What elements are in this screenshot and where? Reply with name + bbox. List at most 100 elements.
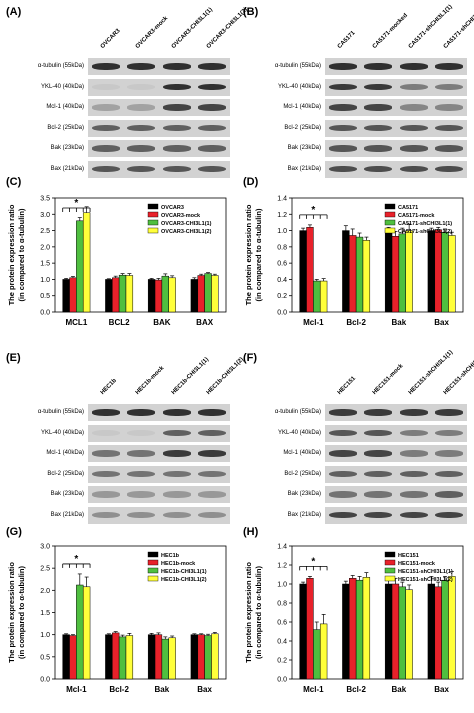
blot-band <box>364 104 393 111</box>
blot-band <box>91 104 120 111</box>
blot-band <box>399 470 428 478</box>
blot-band <box>198 83 227 91</box>
x-tick-label: Bax <box>434 318 449 327</box>
legend-swatch <box>384 567 396 574</box>
blot-band <box>198 63 227 70</box>
blot-band <box>399 491 428 498</box>
legend-swatch <box>147 211 159 218</box>
blot-band <box>435 491 464 498</box>
bar <box>391 236 400 313</box>
blot-band <box>198 409 227 416</box>
blot-band <box>91 63 120 70</box>
legend-label: OVCAR3 <box>161 205 184 211</box>
bar <box>398 233 406 313</box>
blot-band <box>435 450 464 457</box>
y-tick-label: 1.5 <box>40 610 50 617</box>
bar <box>355 236 364 313</box>
lane-label: HEC151 <box>336 375 357 396</box>
blot-band <box>364 83 393 91</box>
bar <box>319 280 328 313</box>
panel-label-c: (C) <box>6 176 22 188</box>
bar <box>118 636 127 680</box>
significance-star: * <box>74 554 78 565</box>
panel-label-a: (A) <box>6 6 22 18</box>
legend-label: HEC1b-mock <box>161 561 196 567</box>
blot-row-label: Mcl-1 (40kDa) <box>46 104 84 110</box>
blot-band <box>162 429 191 437</box>
legend-label: HEC151 <box>398 553 419 559</box>
bar <box>391 583 400 680</box>
blot-band <box>399 165 428 173</box>
blot-band <box>198 511 227 519</box>
y-axis-label: (in compared to α-tubulin) <box>254 208 263 301</box>
blot-band <box>127 83 156 91</box>
blot-strip <box>325 445 467 462</box>
blot-strip <box>325 58 467 75</box>
y-tick-label: 1.2 <box>277 563 287 570</box>
bar <box>306 227 314 313</box>
bar <box>349 235 357 313</box>
legend-label: CA5171-shCHI3L1(1) <box>398 221 452 227</box>
western-blot-panel-f: HEC151 HEC151-mock HEC151-shCHI3L1(1) HEC15… <box>237 346 474 524</box>
blot-strip <box>325 78 467 96</box>
y-axis-label: The protein expression ratio <box>7 562 16 663</box>
bar <box>154 279 163 313</box>
blot-row-label: Bcl-2 (25kDa) <box>47 470 84 477</box>
blot-band <box>198 491 227 498</box>
blot-strip <box>325 404 467 421</box>
blot-strip <box>88 58 230 75</box>
panel-label-d: (D) <box>243 176 259 188</box>
y-tick-label: 0.6 <box>277 261 287 268</box>
blot-band <box>435 511 464 519</box>
blot-band <box>399 450 428 457</box>
blot-band <box>435 470 464 478</box>
significance-star: * <box>311 556 315 567</box>
blot-strip <box>88 486 230 503</box>
y-tick-label: 0.8 <box>277 244 287 251</box>
blot-band <box>162 83 191 91</box>
blot-band <box>162 165 191 173</box>
bar <box>441 579 449 680</box>
blot-band <box>328 409 357 416</box>
x-tick-label: Bcl-2 <box>346 318 366 327</box>
blot-band <box>328 63 357 70</box>
blot-strip <box>88 424 230 442</box>
blot-band <box>91 470 120 478</box>
x-tick-label: Bax <box>434 685 449 694</box>
y-tick-label: 2.0 <box>40 244 50 251</box>
y-tick-label: 0.5 <box>40 293 50 300</box>
y-axis-label: The protein expression ratio <box>7 204 16 305</box>
x-tick-label: Bak <box>155 685 170 694</box>
y-tick-label: 3.0 <box>40 544 50 551</box>
blot-band <box>162 491 191 498</box>
blot-band <box>435 63 464 70</box>
panel-label-b: (B) <box>243 6 259 18</box>
bar <box>299 583 307 680</box>
blot-band <box>127 165 156 173</box>
legend-swatch <box>384 551 396 558</box>
significance-star: * <box>311 205 315 216</box>
y-tick-label: 0.0 <box>277 310 287 317</box>
bar <box>82 212 91 313</box>
lane-label: OVCAR3-mock <box>135 15 170 50</box>
lane-label: OVCAR3 <box>99 28 122 50</box>
blot-row-label: Bak (23kDa) <box>287 145 321 151</box>
blot-band <box>399 409 428 416</box>
blot-band <box>399 429 428 437</box>
blot-band <box>91 429 120 437</box>
bar <box>211 633 219 680</box>
y-tick-label: 0.0 <box>40 310 50 317</box>
panel-label-e: (E) <box>6 352 21 364</box>
y-tick-label: 0.0 <box>40 677 50 684</box>
legend-swatch <box>147 203 159 210</box>
bar <box>313 629 321 680</box>
legend-label: HEC1b-CHI3L1(1) <box>161 569 207 575</box>
blot-strip <box>325 465 467 483</box>
blot-band <box>127 450 156 457</box>
bar <box>118 274 127 313</box>
blot-row-label: Bak (23kDa) <box>50 491 84 497</box>
blot-band <box>364 145 393 152</box>
legend-swatch <box>384 559 396 566</box>
x-tick-label: Mcl-1 <box>303 685 324 694</box>
blot-strip <box>88 506 230 524</box>
